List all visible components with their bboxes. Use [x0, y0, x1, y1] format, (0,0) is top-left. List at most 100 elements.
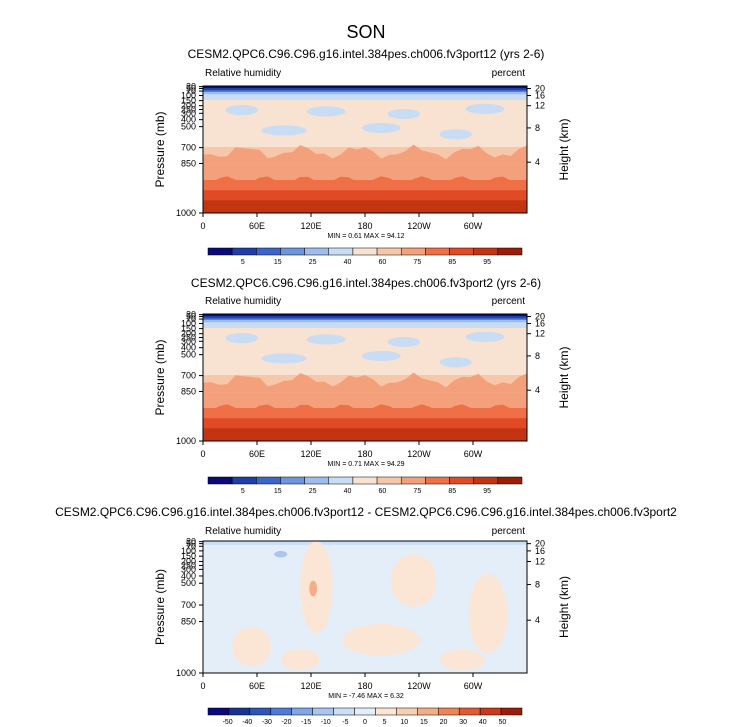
rh-blob: [306, 334, 346, 345]
diff-positive: [342, 624, 421, 656]
rh-contour: [203, 176, 527, 191]
y-tick-label: 150: [181, 324, 196, 334]
colorbar-label: 0: [363, 719, 367, 726]
colorbar-label: 75: [413, 488, 421, 495]
colorbar-label: -20: [281, 719, 291, 726]
x-tick-label: 180: [357, 221, 372, 231]
height-tick-label: 8: [535, 123, 540, 133]
y-tick-label: 30: [186, 82, 196, 92]
rh-blob: [361, 350, 401, 361]
height-tick-label: 16: [535, 91, 545, 101]
height-tick-label: 20: [535, 312, 545, 322]
x-tick-label: 0: [200, 221, 205, 231]
rh-band: [203, 418, 527, 429]
colorbar-label: -50: [223, 719, 233, 726]
rh-contour: [203, 404, 527, 419]
rh-band: [203, 86, 527, 89]
minmax-label: MIN = 0.71 MAX = 94.29: [327, 461, 404, 468]
colorbar-swatch: [352, 476, 378, 485]
y-tick-label: 700: [181, 143, 196, 153]
colorbar-swatch: [376, 247, 402, 256]
colorbar-swatch: [479, 707, 502, 716]
colorbar-swatch: [497, 247, 523, 256]
height-tick-label: 8: [535, 351, 540, 361]
diff-positive: [468, 574, 508, 654]
y-tick-label: 70: [186, 541, 196, 551]
colorbar-label: 5: [241, 259, 245, 266]
colorbar-swatch: [249, 707, 272, 716]
y-tick-label: 500: [181, 578, 196, 588]
rh-blob: [261, 125, 307, 136]
rh-blob: [387, 108, 421, 120]
rh-band: [203, 190, 527, 201]
x-tick-label: 0: [200, 681, 205, 691]
colorbar-label: 60: [379, 259, 387, 266]
colorbar-label: -15: [301, 719, 311, 726]
y-tick-label: 100: [181, 546, 196, 556]
rh-blob: [225, 105, 259, 116]
colorbar-label: 75: [413, 259, 421, 266]
y-tick-label: 150: [181, 551, 196, 561]
y-tick-label: 70: [186, 86, 196, 96]
colorbar-label: 95: [483, 488, 491, 495]
colorbar-label: 20: [440, 719, 448, 726]
units-label: percent: [492, 68, 526, 79]
rh-blob: [439, 129, 472, 140]
plot-area-model-1: [203, 86, 527, 214]
y-tick-label: 700: [181, 371, 196, 381]
y-tick-label: 400: [181, 571, 196, 581]
rh-band: [203, 89, 527, 93]
rh-blob: [306, 106, 346, 117]
height-tick-label: 16: [535, 546, 545, 556]
colorbar-swatch: [256, 476, 281, 485]
colorbar-label: 5: [241, 488, 245, 495]
x-tick-label: 0: [200, 449, 205, 459]
colorbar-swatch: [375, 707, 397, 716]
colorbar-swatch: [438, 707, 460, 716]
colorbar-swatch: [207, 247, 233, 256]
plot-area-difference: [203, 541, 527, 673]
units-label: percent: [492, 526, 526, 537]
colorbar-label: -10: [321, 719, 331, 726]
rh-blob: [387, 336, 421, 348]
colorbar-label: -30: [262, 719, 272, 726]
x-tick-label: 60W: [464, 681, 483, 691]
rh-band: [203, 317, 527, 321]
rh-band: [203, 314, 527, 317]
colorbar-swatch: [207, 707, 230, 716]
rh-contour: [203, 144, 527, 165]
height-tick-label: 4: [535, 385, 540, 395]
colorbar-swatch: [449, 476, 474, 485]
y-tick-label: 100: [181, 91, 196, 101]
y-tick-label: 50: [186, 539, 196, 549]
height-axis-label: Height (km): [557, 346, 571, 408]
y-tick-label: 50: [186, 84, 196, 94]
colorbar-swatch: [417, 707, 439, 716]
colorbar-swatch: [458, 707, 481, 716]
y-tick-label: 70: [186, 314, 196, 324]
colorbar-swatch: [497, 476, 523, 485]
colorbar-swatch: [291, 707, 313, 716]
panel-title: CESM2.QPC6.C96.C96.g16.intel.384pes.ch00…: [191, 276, 541, 290]
colorbar-label: 5: [383, 719, 387, 726]
colorbar-swatch: [280, 247, 305, 256]
x-tick-label: 60W: [464, 449, 483, 459]
rh-blob: [439, 357, 472, 368]
colorbar-swatch: [500, 707, 523, 716]
colorbar-swatch: [400, 476, 426, 485]
colorbar-label: 95: [483, 259, 491, 266]
rh-band: [203, 428, 527, 442]
colorbar-label: -5: [342, 719, 348, 726]
colorbar-label: 25: [309, 488, 317, 495]
x-tick-label: 60E: [249, 681, 265, 691]
rh-blob: [361, 122, 401, 133]
minmax-label: MIN = -7.46 MAX = 6.32: [328, 693, 404, 700]
diff-positive: [280, 649, 320, 671]
y-tick-label: 1000: [176, 668, 196, 678]
panel-title: CESM2.QPC6.C96.C96.g16.intel.384pes.ch00…: [55, 505, 677, 519]
colorbar-label: 15: [274, 259, 282, 266]
colorbar-swatch: [231, 476, 257, 485]
colorbar-swatch: [304, 476, 330, 485]
colorbar-swatch: [473, 476, 499, 485]
